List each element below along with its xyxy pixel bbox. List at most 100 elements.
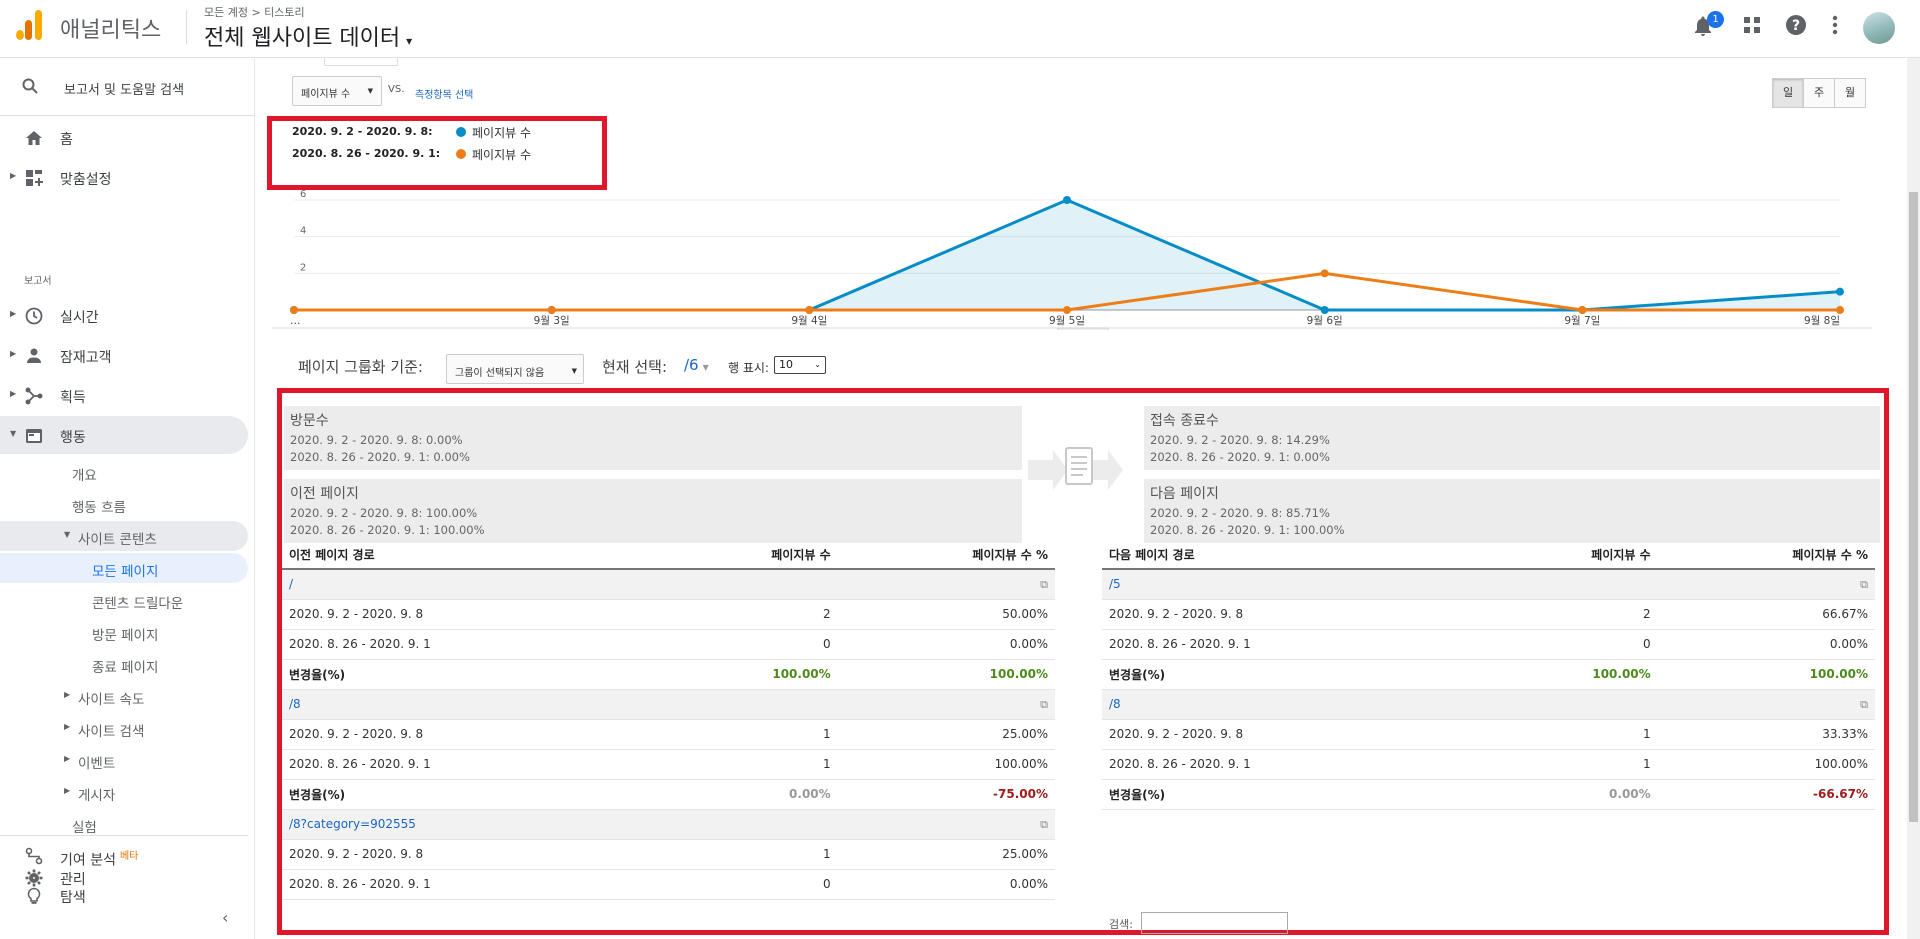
sidebar-item-audience[interactable]: ▶ 잠재고객 <box>0 336 248 374</box>
attribution-icon <box>25 847 43 865</box>
sidebar-sub-content-drilldown[interactable]: 콘텐츠 드릴다운 <box>0 585 248 615</box>
apps-grid-icon[interactable] <box>1740 15 1764 39</box>
table-cell: 1 <box>1479 749 1658 780</box>
select-metric-link[interactable]: 측정항목 선택 <box>415 90 474 101</box>
sidebar-sub-landing-pages[interactable]: 방문 페이지 <box>0 617 248 647</box>
table-cell <box>659 569 838 600</box>
chevron-down-icon: ▼ <box>10 429 17 438</box>
rows-dropdown[interactable]: 10 ⌄ <box>774 356 826 374</box>
granularity-week-button[interactable]: 주 <box>1803 78 1835 108</box>
sidebar-sub-events[interactable]: ▶ 이벤트 <box>0 745 248 775</box>
page-path-link[interactable]: /5 <box>1102 569 1480 600</box>
table-cell: 0 <box>1479 629 1658 660</box>
analytics-logo-icon[interactable] <box>14 10 44 40</box>
table-cell: ⧉ <box>837 689 1055 720</box>
help-icon[interactable]: ? <box>1784 15 1808 39</box>
table-cell: 100.00% <box>1657 659 1875 690</box>
column-header[interactable]: 다음 페이지 경로 <box>1102 541 1480 570</box>
sidebar-sub-site-speed[interactable]: ▶ 사이트 속도 <box>0 681 248 711</box>
summary-line: 2020. 8. 26 - 2020. 9. 1: 100.00% <box>1150 523 1345 537</box>
page-path-link[interactable]: /8 <box>1102 689 1480 720</box>
table-row: 2020. 9. 2 - 2020. 9. 8 1 33.33% <box>1102 719 1875 750</box>
sidebar-item-admin[interactable]: 관리 <box>0 858 248 896</box>
metric-value: 페이지뷰 수 <box>301 89 351 100</box>
next-table-search-input[interactable] <box>1141 912 1288 934</box>
home-icon <box>26 131 42 145</box>
column-header[interactable]: 페이지뷰 수 % <box>1657 541 1875 570</box>
column-header[interactable]: 페이지뷰 수 % <box>837 541 1055 570</box>
legend-series-2: 페이지뷰 수 <box>472 148 532 162</box>
table-cell: ⧉ <box>1657 569 1875 600</box>
legend-range-1: 2020. 9. 2 - 2020. 9. 8: <box>292 125 433 138</box>
sidebar-item-label: 기여 분석 베타 <box>60 847 138 870</box>
current-selection-value[interactable]: /6 ▼ <box>684 356 709 374</box>
summary-line: 2020. 8. 26 - 2020. 9. 1: 0.00% <box>1150 450 1330 464</box>
sidebar-sub-all-pages[interactable]: 모든 페이지 <box>0 553 248 583</box>
sidebar-sub-experiments[interactable]: 실험 <box>0 809 248 839</box>
sidebar-sub-site-search[interactable]: ▶ 사이트 검색 <box>0 713 248 743</box>
vertical-scrollbar[interactable] <box>1907 58 1920 939</box>
chevron-right-icon: ▶ <box>10 389 17 398</box>
sidebar-sub-publisher[interactable]: ▶ 게시자 <box>0 777 248 807</box>
page-path-link[interactable]: /8?category=902555 <box>282 809 660 840</box>
sidebar-item-home[interactable]: 홈 <box>0 118 248 156</box>
data-point <box>1320 269 1329 278</box>
table-cell: 100.00% <box>1479 659 1658 690</box>
collapse-sidebar-icon[interactable]: ‹ <box>222 908 229 927</box>
more-vert-icon[interactable] <box>1823 15 1847 39</box>
open-external-icon[interactable]: ⧉ <box>1040 817 1048 831</box>
sidebar-item-discover[interactable]: 탐색 <box>0 876 248 914</box>
page-path-row[interactable]: / ⧉ <box>282 569 1055 600</box>
page-path-row[interactable]: /8 ⧉ <box>282 689 1055 720</box>
account-avatar[interactable] <box>1863 12 1895 44</box>
open-external-icon[interactable]: ⧉ <box>1860 577 1868 591</box>
granularity-day-button[interactable]: 일 <box>1772 78 1804 108</box>
page-path-link[interactable]: / <box>282 569 660 600</box>
table-cell <box>659 689 838 720</box>
page-path-row[interactable]: /8 ⧉ <box>1102 689 1875 720</box>
summary-title: 이전 페이지 <box>290 486 359 502</box>
column-header[interactable]: 페이지뷰 수 <box>1479 541 1658 570</box>
table-cell: 100.00% <box>837 659 1055 690</box>
page-path-row[interactable]: /8?category=902555 ⧉ <box>282 809 1055 840</box>
pageviews-line-chart[interactable]: 2 4 6 … 9월 3일 9월 4일 9월 5일 9월 6일 9월 7일 9월 8일 <box>272 160 1872 330</box>
scrollbar-thumb[interactable] <box>1909 192 1918 822</box>
sidebar-sub-behavior-flow[interactable]: 행동 흐름 <box>0 489 248 519</box>
svg-text:?: ? <box>1792 18 1800 34</box>
open-external-icon[interactable]: ⧉ <box>1040 697 1048 711</box>
sidebar-item-realtime[interactable]: ▶ 실시간 <box>0 296 248 334</box>
grouping-dropdown[interactable]: 그룹이 선택되지 않음 ▼ <box>446 354 584 384</box>
table-cell: 0 <box>659 869 838 900</box>
table-row: 2020. 9. 2 - 2020. 9. 8 1 25.00% <box>282 719 1055 750</box>
data-point <box>290 306 298 314</box>
open-external-icon[interactable]: ⧉ <box>1040 577 1048 591</box>
table-row: 2020. 8. 26 - 2020. 9. 1 1 100.00% <box>1102 749 1875 780</box>
sidebar-item-behavior[interactable]: ▼ 행동 <box>0 416 248 454</box>
sidebar-item-acquisition[interactable]: ▶ 획득 <box>0 376 248 414</box>
sidebar-item-customization[interactable]: ▶ 맞춤설정 <box>0 158 248 196</box>
open-external-icon[interactable]: ⧉ <box>1860 697 1868 711</box>
metric-dropdown[interactable]: 페이지뷰 수 ▼ <box>292 76 382 106</box>
sidebar-sub-site-content[interactable]: ▼ 사이트 콘텐츠 <box>0 521 248 551</box>
acquisition-icon <box>25 387 43 405</box>
table-cell: 2020. 9. 2 - 2020. 9. 8 <box>282 719 660 750</box>
sidebar-item-label: 잠재고객 <box>60 350 112 366</box>
page-path-row[interactable]: /5 ⧉ <box>1102 569 1875 600</box>
sidebar-sub-exit-pages[interactable]: 종료 페이지 <box>0 649 248 679</box>
breadcrumb[interactable]: 모든 계정 > 티스토리 <box>204 6 305 19</box>
column-header[interactable]: 이전 페이지 경로 <box>282 541 660 570</box>
table-row: 2020. 8. 26 - 2020. 9. 1 0 0.00% <box>282 869 1055 900</box>
granularity-month-button[interactable]: 월 <box>1834 78 1866 108</box>
sidebar-sub-overview[interactable]: 개요 <box>0 457 248 487</box>
sidebar-item-attribution[interactable]: 기여 분석 베타 <box>0 835 248 873</box>
table-cell: 66.67% <box>1657 599 1875 630</box>
table-cell: 변경율(%) <box>282 779 660 810</box>
page-path-link[interactable]: /8 <box>282 689 660 720</box>
sidebar-item-label: 행동 <box>60 430 86 446</box>
column-header[interactable]: 페이지뷰 수 <box>659 541 838 570</box>
chevron-right-icon: ▶ <box>10 171 17 180</box>
sidebar-item-label: 종료 페이지 <box>92 660 159 676</box>
previous-page-table: 이전 페이지 경로 페이지뷰 수 페이지뷰 수 % / ⧉ 2020. 9. 2 -… <box>282 541 1055 900</box>
property-selector[interactable]: 전체 웹사이트 데이터 ▾ <box>204 20 412 52</box>
sidebar-search[interactable]: 보고서 및 도움말 검색 <box>0 58 255 116</box>
